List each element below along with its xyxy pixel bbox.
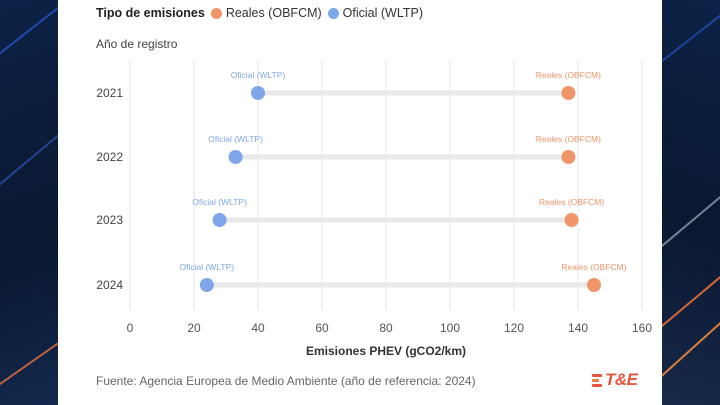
decor-streak: [0, 123, 58, 202]
x-tick-label: 60: [315, 321, 329, 335]
data-label-oficial: Oficial (WLTP): [231, 70, 286, 80]
dot-oficial: [251, 86, 265, 100]
source-note: Fuente: Agencia Europea de Medio Ambient…: [96, 374, 476, 388]
data-label-reales: Reales (OBFCM): [536, 70, 601, 80]
dumbbell-chart: 0 20 40 60 80 100 120 140 160 Emisiones PHEV (gCO…: [96, 60, 652, 358]
legend-item-reales: Reales (OBFCM): [210, 6, 322, 20]
legend-item-oficial: Oficial (WLTP): [327, 6, 423, 20]
decor-streak: [662, 0, 720, 62]
x-tick-label: 160: [632, 321, 652, 335]
dot-oficial: [228, 150, 243, 164]
x-tick-label: 140: [568, 321, 588, 335]
y-tick-label: 2024: [96, 278, 123, 292]
data-label-oficial: Oficial (WLTP): [208, 134, 263, 144]
decor-streak: [0, 332, 58, 392]
dot-reales: [587, 278, 601, 292]
x-tick-label: 80: [379, 321, 393, 335]
te-logo: T&E: [592, 370, 638, 390]
x-tick-label: 40: [251, 321, 265, 335]
x-tick-label: 20: [187, 321, 201, 335]
legend-label-reales: Reales (OBFCM): [225, 6, 322, 20]
background-right-panel: [662, 0, 720, 405]
y-tick-label: 2022: [96, 150, 123, 164]
y-tick-label: 2021: [96, 86, 123, 100]
data-label-oficial: Oficial (WLTP): [179, 262, 234, 272]
background-left-panel: [0, 0, 58, 405]
y-axis-title: Año de registro: [96, 37, 178, 51]
logo-text: T&E: [605, 370, 638, 389]
legend-title: Tipo de emisiones: [96, 6, 205, 20]
data-label-reales: Reales (OBFCM): [536, 134, 601, 144]
dot-reales: [561, 150, 576, 164]
x-tick-label: 100: [440, 321, 460, 335]
x-tick-label: 120: [504, 321, 524, 335]
logo-stripes-icon: [592, 373, 602, 387]
chart-legend: Tipo de emisiones Reales (OBFCM) Oficial…: [96, 5, 429, 21]
dot-oficial: [199, 278, 214, 292]
decor-streak: [662, 259, 720, 332]
x-axis-title: Emisiones PHEV (gCO2/km): [306, 344, 466, 358]
decor-streak: [0, 0, 58, 62]
decor-streak: [662, 185, 720, 252]
dot-oficial: [212, 213, 227, 227]
legend-label-oficial: Oficial (WLTP): [342, 6, 423, 20]
dot-reales: [564, 213, 579, 227]
dot-reales: [561, 86, 576, 100]
data-label-oficial: Oficial (WLTP): [192, 197, 247, 207]
legend-dot-oficial: [327, 7, 339, 19]
legend-dot-reales: [210, 7, 222, 19]
data-label-reales: Reales (OBFCM): [539, 197, 604, 207]
y-tick-label: 2023: [96, 213, 123, 227]
chart-card: Tipo de emisiones Reales (OBFCM) Oficial…: [58, 0, 662, 405]
data-label-reales: Reales (OBFCM): [561, 262, 626, 272]
x-tick-label: 0: [127, 321, 134, 335]
